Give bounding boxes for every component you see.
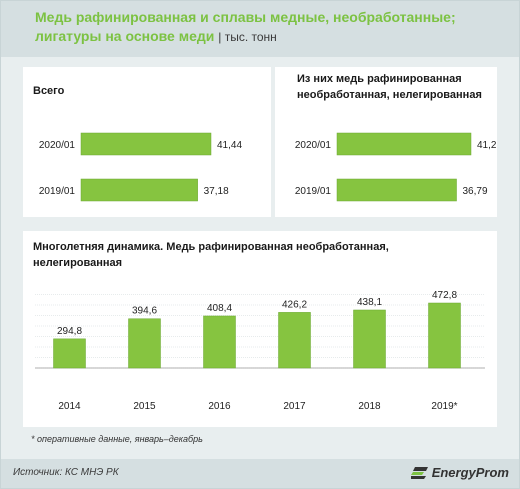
unit-label: | тыс. тонн <box>218 30 277 44</box>
data-label: 438,1 <box>357 297 382 308</box>
footer: Источник: КС МНЭ РК EnergyProm <box>1 459 519 488</box>
panel-dynamics: Многолетняя динамика. Медь рафинированна… <box>23 231 497 427</box>
category-label: 2017 <box>283 401 306 412</box>
chart-refined: 2020/01 41,25 2019/01 36,79 <box>295 132 497 202</box>
bar <box>128 318 161 369</box>
panel-total-title: Всего <box>33 85 65 97</box>
data-label: 472,8 <box>432 290 457 301</box>
bar <box>53 338 86 369</box>
logo-text: EnergyProm <box>431 465 509 480</box>
data-label: 37,18 <box>204 186 229 197</box>
bar <box>336 178 457 202</box>
energyprom-logo-icon <box>410 466 428 479</box>
data-label: 394,6 <box>132 306 157 317</box>
chart-total: 2020/01 41,44 2019/01 37,18 <box>39 132 242 202</box>
category-label: 2019/01 <box>295 186 332 197</box>
category-label: 2015 <box>133 401 156 412</box>
bar <box>278 312 311 369</box>
header: Медь рафинированная и сплавы медные, нео… <box>1 1 519 57</box>
page-title: Медь рафинированная и сплавы медные, нео… <box>35 8 495 47</box>
energyprom-logo: EnergyProm <box>410 465 509 480</box>
category-label: 2020/01 <box>295 140 332 151</box>
footnote: * оперативные данные, январь–декабрь <box>31 434 203 444</box>
bar <box>428 302 461 369</box>
data-label: 36,79 <box>463 186 488 197</box>
panel-refined: Из них медь рафинированная необработанна… <box>275 67 497 217</box>
panel-refined-title: Из них медь рафинированная необработанна… <box>297 73 482 101</box>
unit-text: тыс. тонн <box>224 30 277 44</box>
data-label: 426,2 <box>282 299 307 310</box>
panel-total: Всего 2020/01 41,44 2019/01 37,18 <box>23 67 271 217</box>
category-label: 2020/01 <box>39 140 76 151</box>
bar <box>80 132 212 156</box>
category-label: 2019* <box>431 401 457 412</box>
data-label: 408,4 <box>207 303 232 314</box>
chart-dynamics: 294,8 2014 394,6 2015 408,4 2016 426,2 2017 438,… <box>35 290 485 412</box>
category-label: 2018 <box>358 401 381 412</box>
bar <box>80 178 198 202</box>
category-label: 2019/01 <box>39 186 76 197</box>
data-label: 294,8 <box>57 326 82 337</box>
source-text: Источник: КС МНЭ РК <box>13 467 119 478</box>
data-label: 41,25 <box>477 140 497 151</box>
data-label: 41,44 <box>217 140 242 151</box>
bar <box>203 315 236 369</box>
title-text: Медь рафинированная и сплавы медные, нео… <box>35 9 456 44</box>
bar <box>336 132 472 156</box>
category-label: 2016 <box>208 401 231 412</box>
category-label: 2014 <box>58 401 81 412</box>
panel-dynamics-title: Многолетняя динамика. Медь рафинированна… <box>33 241 389 269</box>
bar <box>353 309 386 369</box>
